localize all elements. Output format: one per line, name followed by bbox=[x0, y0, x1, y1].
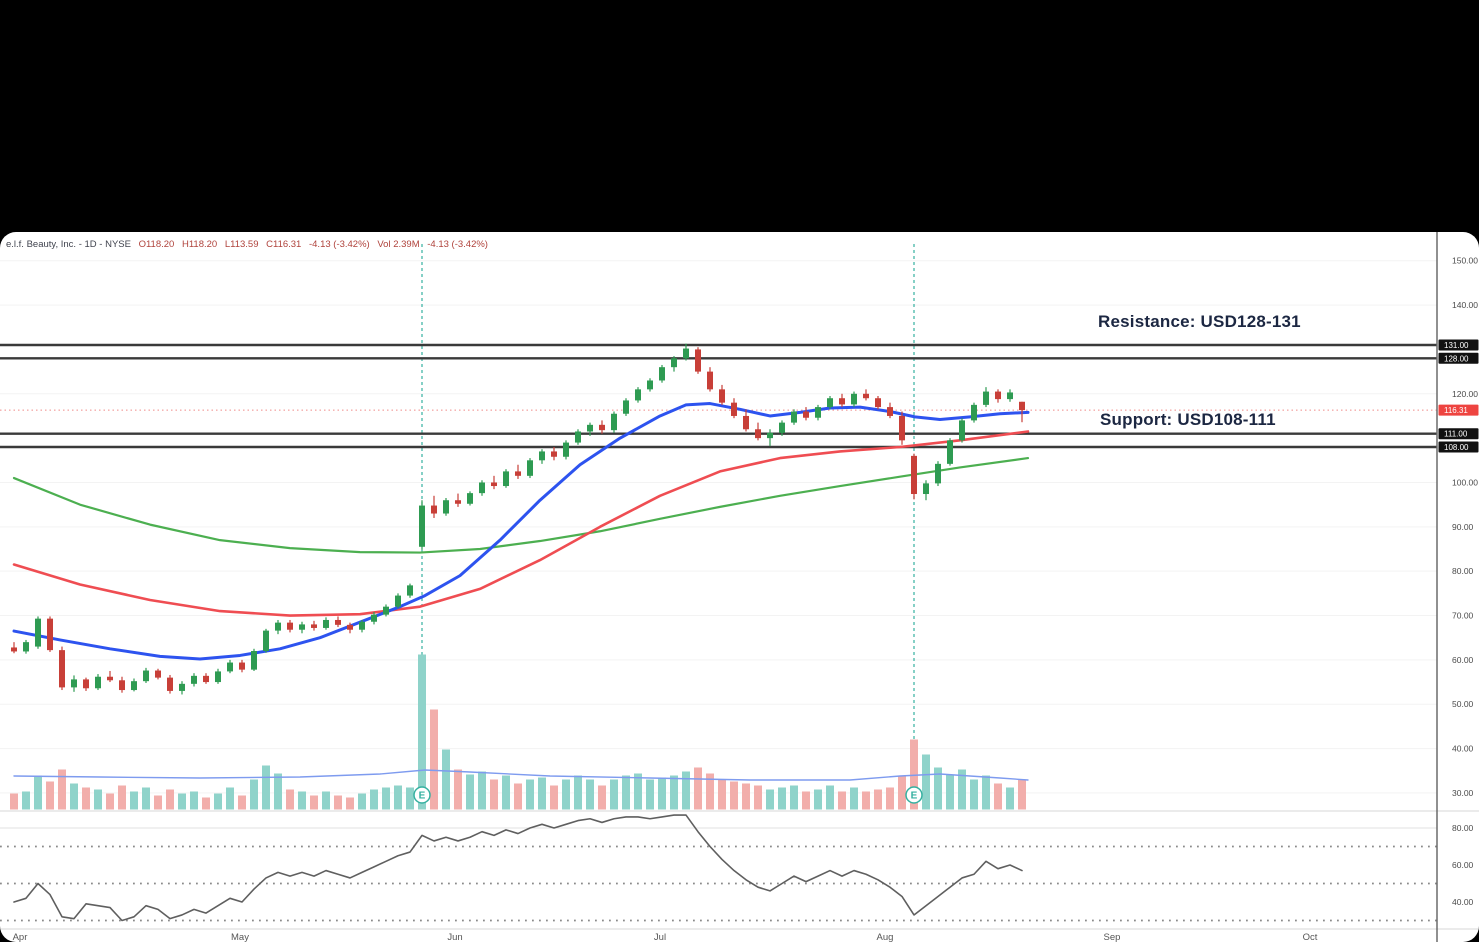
month-label: Sep bbox=[1104, 932, 1121, 942]
month-label: Jul bbox=[654, 932, 666, 942]
pane-separators bbox=[0, 810, 1479, 930]
svg-text:E: E bbox=[419, 791, 426, 802]
ma-blue-line bbox=[12, 402, 1030, 661]
rsi-pane bbox=[0, 814, 1437, 922]
ohlc-open: O118.20 bbox=[138, 239, 175, 250]
svg-text:60.00: 60.00 bbox=[1452, 655, 1474, 665]
rsi-axis-label: 60.00 bbox=[1452, 860, 1474, 870]
rsi-axis-label: 80.00 bbox=[1452, 823, 1474, 833]
month-label: Apr bbox=[13, 932, 28, 942]
month-label: May bbox=[231, 932, 249, 942]
svg-text:70.00: 70.00 bbox=[1452, 611, 1474, 621]
axis-price-tag: 131.00 bbox=[1438, 339, 1479, 351]
chart-root: E E150.00140.00120.00100.0090.0080.0070.0… bbox=[0, 232, 1479, 942]
svg-text:100.00: 100.00 bbox=[1452, 477, 1478, 487]
svg-text:150.00: 150.00 bbox=[1452, 256, 1478, 266]
ohlc-close: C116.31 bbox=[266, 239, 302, 250]
svg-text:140.00: 140.00 bbox=[1452, 300, 1478, 310]
support-label[interactable]: Support: USD108-111 bbox=[1100, 410, 1276, 429]
svg-text:80.00: 80.00 bbox=[1452, 566, 1474, 576]
support-resistance-lines[interactable] bbox=[0, 343, 1437, 449]
rsi-axis-label: 40.00 bbox=[1452, 897, 1474, 907]
svg-text:40.00: 40.00 bbox=[1452, 744, 1474, 754]
month-label: Oct bbox=[1303, 932, 1318, 942]
ohlc-low: L113.59 bbox=[224, 239, 259, 250]
symbol-title[interactable]: e.l.f. Beauty, Inc. - 1D - NYSE bbox=[6, 239, 131, 250]
price-gridlines bbox=[0, 260, 1437, 794]
svg-text:116.31: 116.31 bbox=[1444, 406, 1468, 415]
month-label: Jun bbox=[447, 932, 462, 942]
svg-text:30.00: 30.00 bbox=[1452, 788, 1474, 798]
axis-price-tag: 111.00 bbox=[1438, 428, 1479, 440]
ohlc-high: H118.20 bbox=[181, 239, 218, 250]
svg-text:120.00: 120.00 bbox=[1452, 389, 1478, 399]
resistance-label[interactable]: Resistance: USD128-131 bbox=[1098, 312, 1301, 331]
volume-ma-line bbox=[13, 769, 1029, 781]
price-change-2: -4.13 (-3.42%) bbox=[427, 239, 488, 250]
svg-text:E: E bbox=[911, 791, 918, 802]
time-axis[interactable]: Apr May Jun Jul Aug Sep Oct bbox=[13, 932, 1318, 942]
volume-value: Vol 2.39M bbox=[377, 239, 420, 250]
svg-text:90.00: 90.00 bbox=[1452, 522, 1474, 532]
earnings-marker[interactable]: E bbox=[905, 786, 923, 804]
symbol-legend[interactable]: e.l.f. Beauty, Inc. - 1D - NYSE O118.20 … bbox=[6, 239, 493, 250]
earnings-vertical-lines bbox=[421, 244, 915, 787]
volume-bars bbox=[10, 654, 1026, 810]
svg-text:111.00: 111.00 bbox=[1444, 430, 1468, 439]
ma-red-line bbox=[12, 430, 1030, 617]
price-change: -4.13 (-3.42%) bbox=[308, 239, 370, 250]
axis-price-tag: 108.00 bbox=[1438, 441, 1479, 453]
last-price-tag: 116.31 bbox=[1438, 404, 1479, 416]
svg-text:50.00: 50.00 bbox=[1452, 699, 1474, 709]
month-label: Aug bbox=[877, 932, 894, 942]
price-axis[interactable]: 150.00 140.00 120.00 100.00 90.00 80.00 70.00 6… bbox=[1436, 232, 1479, 942]
earnings-marker[interactable]: E bbox=[413, 786, 431, 804]
candles bbox=[11, 343, 1025, 695]
svg-text:108.00: 108.00 bbox=[1444, 443, 1469, 452]
chart-card bbox=[0, 232, 1479, 942]
svg-text:131.00: 131.00 bbox=[1444, 341, 1469, 350]
axis-price-tag: 128.00 bbox=[1438, 352, 1479, 364]
ma-green-line bbox=[12, 456, 1030, 554]
svg-text:128.00: 128.00 bbox=[1444, 354, 1469, 363]
